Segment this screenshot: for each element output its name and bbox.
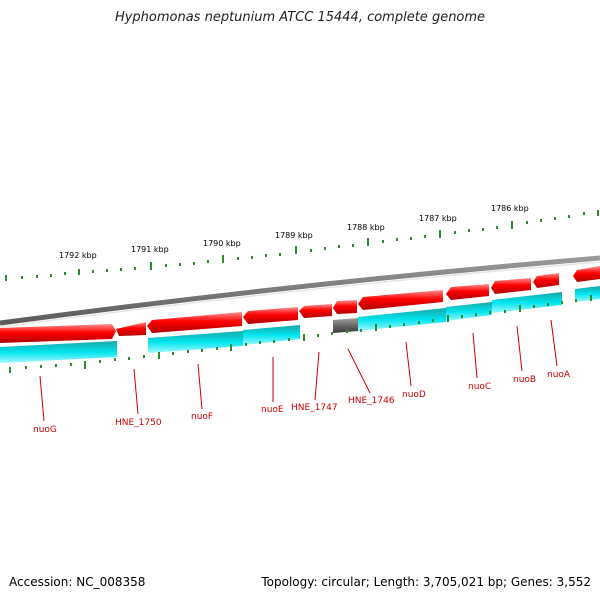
inner-ruler	[9, 295, 592, 373]
cds-block-nuoG[interactable]	[0, 341, 117, 363]
gene-arrow-nuoA[interactable]	[533, 273, 559, 288]
gene-label-HNE_1746[interactable]: HNE_1746	[348, 396, 395, 406]
accession-text: Accession: NC_008358	[9, 575, 146, 589]
gene-arrow-HNE_1750[interactable]	[116, 322, 146, 336]
gene-arrow-nuoG[interactable]	[0, 324, 116, 343]
gene-label-nuoB[interactable]: nuoB	[513, 375, 536, 385]
map-title: Hyphomonas neptunium ATCC 15444, complet…	[114, 10, 486, 25]
leader-line-HNE_1746	[347, 348, 371, 394]
genome-stats-text: Topology: circular; Length: 3,705,021 bp…	[261, 575, 591, 589]
gene-label-nuoF[interactable]: nuoF	[191, 412, 213, 422]
gene-label-nuoG[interactable]: nuoG	[33, 425, 57, 435]
leader-line-nuoD	[405, 341, 412, 387]
cds-block-nuoF[interactable]	[148, 331, 243, 353]
gene-label-HNE_1747[interactable]: HNE_1747	[291, 403, 338, 413]
genome-backbone-highlight	[0, 261, 600, 328]
ruler-label: 1787 kbp	[419, 214, 457, 223]
leader-line-nuoA	[550, 319, 558, 367]
leader-line-nuoB	[516, 325, 523, 372]
gene-label-nuoD[interactable]: nuoD	[402, 390, 426, 400]
ruler-label: 1790 kbp	[203, 239, 241, 248]
cds-block-nuoC[interactable]	[446, 302, 492, 321]
leader-line-HNE_1750	[133, 368, 139, 415]
ruler-label: 1792 kbp	[59, 251, 97, 260]
cds-block-nuoD[interactable]	[358, 308, 446, 331]
leader-line-nuoF	[197, 363, 203, 410]
cds-block-next[interactable]	[575, 286, 600, 302]
gene-arrow-next[interactable]	[573, 266, 600, 282]
gene-arrow-HNE_1747[interactable]	[299, 304, 332, 318]
gene-labels: nuoA nuoB nuoC nuoD HNE_1746 HNE_1747 nu…	[33, 370, 571, 435]
ruler-label: 1791 kbp	[131, 245, 169, 254]
outer-ruler	[5, 210, 599, 281]
gene-arrow-nuoE[interactable]	[243, 307, 298, 324]
leader-line-nuoC	[472, 332, 478, 379]
gene-arrow-nuoC[interactable]	[446, 284, 489, 300]
gene-arrow-nuoB[interactable]	[491, 278, 531, 294]
genome-backbone	[0, 255, 600, 326]
cds-block-nuoE[interactable]	[243, 325, 300, 345]
cds-features	[0, 286, 600, 363]
gene-arrow-HNE_1746[interactable]	[333, 300, 357, 314]
gene-arrow-nuoD[interactable]	[358, 290, 443, 310]
ruler-label: 1789 kbp	[275, 231, 313, 240]
ruler-labels: 1786 kbp 1787 kbp 1788 kbp 1789 kbp 1790…	[59, 204, 529, 260]
gene-label-nuoE[interactable]: nuoE	[261, 405, 284, 415]
ruler-label: 1786 kbp	[491, 204, 529, 213]
leader-line-HNE_1747	[314, 351, 320, 401]
cds-block-nuoB[interactable]	[492, 292, 562, 313]
forward-strand-genes	[0, 266, 600, 343]
pseudogene-block-HNE_1746[interactable]	[333, 318, 358, 333]
gene-label-nuoC[interactable]: nuoC	[468, 382, 491, 392]
leader-lines	[39, 319, 558, 422]
gene-label-HNE_1750[interactable]: HNE_1750	[115, 418, 162, 428]
gene-label-nuoA[interactable]: nuoA	[547, 370, 571, 380]
ruler-label: 1788 kbp	[347, 223, 385, 232]
leader-line-nuoG	[39, 375, 45, 422]
gene-arrow-nuoF[interactable]	[147, 312, 242, 333]
